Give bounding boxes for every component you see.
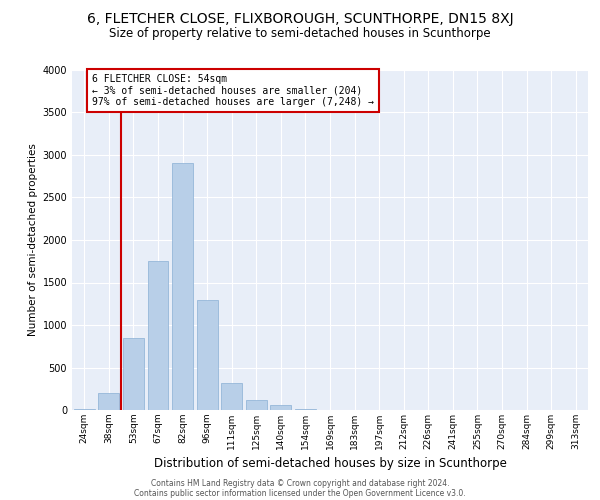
Bar: [246, 400, 267, 410]
Bar: [123, 338, 144, 410]
Bar: [98, 393, 119, 410]
Y-axis label: Number of semi-detached properties: Number of semi-detached properties: [28, 144, 38, 336]
Text: Contains HM Land Registry data © Crown copyright and database right 2024.: Contains HM Land Registry data © Crown c…: [151, 478, 449, 488]
Bar: [74, 409, 95, 410]
Bar: [172, 164, 193, 410]
Text: 6 FLETCHER CLOSE: 54sqm
← 3% of semi-detached houses are smaller (204)
97% of se: 6 FLETCHER CLOSE: 54sqm ← 3% of semi-det…: [92, 74, 374, 108]
Bar: [271, 405, 292, 410]
Bar: [148, 261, 169, 410]
Bar: [197, 300, 218, 410]
X-axis label: Distribution of semi-detached houses by size in Scunthorpe: Distribution of semi-detached houses by …: [154, 458, 506, 470]
Text: Size of property relative to semi-detached houses in Scunthorpe: Size of property relative to semi-detach…: [109, 28, 491, 40]
Bar: [295, 408, 316, 410]
Text: 6, FLETCHER CLOSE, FLIXBOROUGH, SCUNTHORPE, DN15 8XJ: 6, FLETCHER CLOSE, FLIXBOROUGH, SCUNTHOR…: [86, 12, 514, 26]
Bar: [221, 383, 242, 410]
Text: Contains public sector information licensed under the Open Government Licence v3: Contains public sector information licen…: [134, 488, 466, 498]
